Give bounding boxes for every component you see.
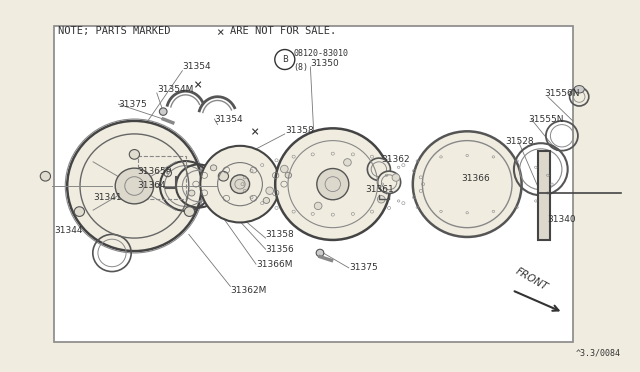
Ellipse shape — [74, 207, 84, 217]
Text: 31358: 31358 — [266, 230, 294, 239]
Ellipse shape — [392, 174, 400, 181]
Ellipse shape — [67, 121, 202, 251]
Ellipse shape — [280, 165, 288, 173]
Ellipse shape — [40, 171, 51, 181]
Ellipse shape — [344, 158, 351, 166]
Text: 31364: 31364 — [138, 182, 166, 190]
Text: ARE NOT FOR SALE.: ARE NOT FOR SALE. — [230, 26, 337, 36]
Text: 31341: 31341 — [93, 193, 122, 202]
Text: 31555N: 31555N — [528, 115, 563, 124]
Text: (8): (8) — [293, 63, 308, 72]
Text: 31354: 31354 — [182, 62, 211, 71]
Ellipse shape — [314, 202, 322, 210]
Text: 31366: 31366 — [461, 174, 490, 183]
Ellipse shape — [189, 190, 195, 196]
Text: 31340: 31340 — [547, 215, 576, 224]
Ellipse shape — [378, 196, 385, 203]
Text: 31365P: 31365P — [138, 167, 172, 176]
Text: 31350: 31350 — [310, 59, 339, 68]
Ellipse shape — [159, 108, 167, 115]
Text: 31354: 31354 — [214, 115, 243, 124]
Text: 31366M: 31366M — [256, 260, 292, 269]
Ellipse shape — [115, 168, 154, 204]
Text: 31361: 31361 — [365, 185, 394, 194]
Text: 31356: 31356 — [266, 245, 294, 254]
Text: 08120-83010: 08120-83010 — [293, 49, 348, 58]
Text: 31375: 31375 — [118, 100, 147, 109]
Ellipse shape — [574, 86, 584, 93]
Ellipse shape — [367, 158, 390, 180]
Text: 31556N: 31556N — [544, 89, 579, 97]
Bar — [54, 26, 573, 342]
Bar — [538, 151, 550, 240]
Ellipse shape — [275, 128, 390, 240]
Ellipse shape — [184, 207, 195, 217]
Text: 31362: 31362 — [381, 155, 410, 164]
Ellipse shape — [218, 171, 228, 181]
Text: NOTE; PARTS MARKED: NOTE; PARTS MARKED — [58, 26, 170, 36]
Ellipse shape — [285, 172, 291, 178]
Text: 31375: 31375 — [349, 263, 378, 272]
Ellipse shape — [317, 169, 349, 200]
Text: ×: × — [194, 78, 203, 93]
Ellipse shape — [211, 165, 217, 171]
Text: FRONT: FRONT — [513, 266, 549, 292]
Text: 31528: 31528 — [506, 137, 534, 146]
Ellipse shape — [316, 249, 324, 257]
Text: 31354M: 31354M — [157, 85, 193, 94]
Ellipse shape — [230, 175, 250, 193]
Text: ×: × — [216, 26, 224, 39]
Text: 31344: 31344 — [54, 226, 83, 235]
Ellipse shape — [200, 146, 280, 222]
Text: ^3.3/0084: ^3.3/0084 — [576, 348, 621, 357]
Text: 31358: 31358 — [285, 126, 314, 135]
Ellipse shape — [378, 171, 401, 193]
Bar — [138, 156, 186, 199]
Ellipse shape — [129, 150, 140, 159]
Ellipse shape — [413, 131, 522, 237]
Text: ×: × — [250, 125, 259, 139]
Ellipse shape — [263, 198, 269, 203]
Text: B: B — [282, 55, 288, 64]
Ellipse shape — [266, 187, 273, 195]
Text: 31362M: 31362M — [230, 286, 267, 295]
